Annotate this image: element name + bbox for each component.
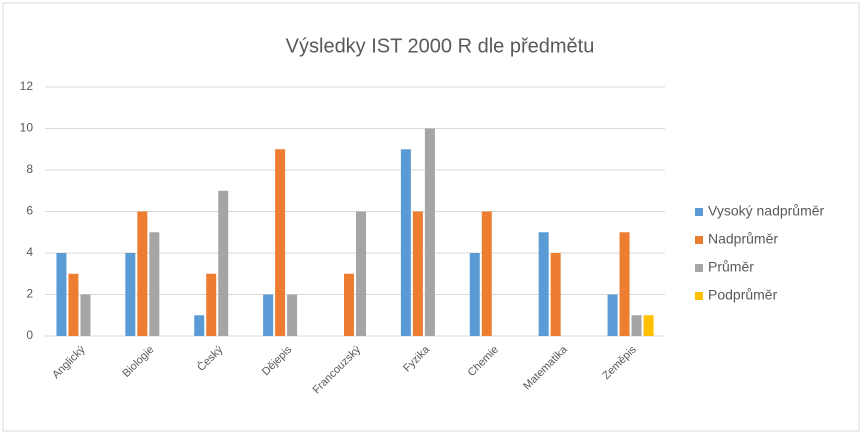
bar	[619, 232, 630, 336]
bar	[68, 273, 79, 336]
legend-label: Průměr	[708, 259, 754, 275]
y-tick-label: 6	[26, 204, 33, 218]
bar	[194, 315, 205, 336]
bar	[356, 211, 366, 336]
chart-title: Výsledky IST 2000 R dle předmětu	[286, 35, 595, 57]
y-tick-label: 4	[26, 245, 33, 259]
y-tick-label: 12	[20, 79, 34, 93]
legend-label: Vysoký nadprůměr	[708, 203, 825, 219]
bar	[263, 294, 274, 336]
bar	[400, 149, 411, 336]
bar	[481, 211, 492, 336]
bar	[344, 273, 354, 336]
legend-label: Nadprůměr	[708, 231, 778, 247]
legend-swatch	[695, 208, 703, 216]
bar	[287, 294, 298, 336]
bar	[80, 294, 91, 336]
bar	[469, 253, 480, 336]
bar	[550, 253, 561, 336]
bar	[275, 149, 286, 336]
bar	[607, 294, 618, 336]
bar	[643, 315, 654, 336]
y-tick-label: 0	[26, 328, 33, 342]
bar	[206, 273, 217, 336]
y-tick-label: 2	[26, 287, 33, 301]
bar	[631, 315, 642, 336]
bar	[424, 128, 435, 336]
bar	[56, 253, 67, 336]
legend-swatch	[695, 264, 703, 272]
bar	[125, 253, 136, 336]
y-tick-label: 8	[26, 162, 33, 176]
legend-swatch	[695, 236, 703, 244]
bar	[137, 211, 148, 336]
legend-swatch	[695, 292, 703, 300]
bar	[538, 232, 549, 336]
bar	[149, 232, 160, 336]
bar	[218, 190, 229, 336]
bar	[412, 211, 423, 336]
legend-label: Podprůměr	[708, 287, 778, 303]
y-tick-label: 10	[20, 121, 34, 135]
